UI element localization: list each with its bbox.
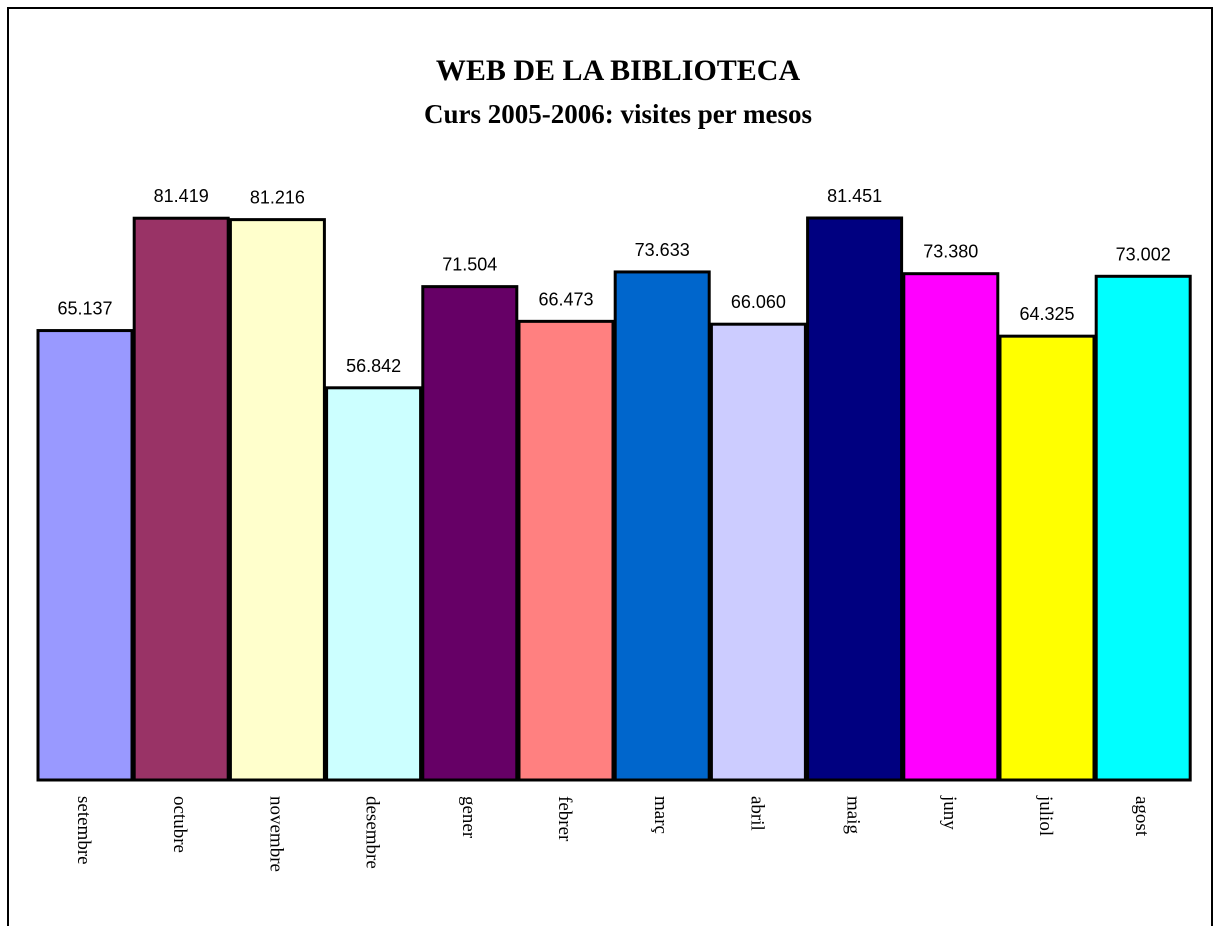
bar <box>998 334 1096 782</box>
x-tick-label: juliol <box>1035 795 1056 836</box>
bar <box>902 272 1000 782</box>
value-label: 81.451 <box>827 186 882 206</box>
chart-subtitle: Curs 2005-2006: visites per mesos <box>424 99 812 129</box>
x-tick-label: novembre <box>265 796 286 872</box>
x-tick-label: octubre <box>169 796 190 853</box>
value-label: 73.633 <box>635 240 690 260</box>
bar <box>613 270 711 782</box>
bar <box>325 386 423 782</box>
bar <box>806 216 904 782</box>
value-label: 81.419 <box>154 186 209 206</box>
x-tick-label: setembre <box>73 796 94 865</box>
x-tick-label: juny <box>939 795 960 830</box>
x-tick-label: abril <box>746 796 767 831</box>
value-label: 56.842 <box>346 356 401 376</box>
value-label: 66.473 <box>538 289 593 309</box>
x-tick-label: febrer <box>554 796 575 842</box>
x-tick-label: gener <box>458 796 479 839</box>
bar <box>36 329 134 782</box>
bar <box>132 216 230 782</box>
value-label: 81.216 <box>250 188 305 208</box>
x-tick-label: agost <box>1131 796 1152 837</box>
value-label: 71.504 <box>442 255 497 275</box>
chart-title: WEB DE LA BIBLIOTECA <box>436 54 801 87</box>
bar <box>517 319 615 782</box>
value-label: 66.060 <box>731 292 786 312</box>
bar <box>709 322 807 782</box>
x-tick-label: març <box>650 796 671 834</box>
value-label: 73.002 <box>1116 244 1171 264</box>
x-tick-label: maig <box>843 796 864 834</box>
frame <box>7 7 1213 926</box>
value-label: 64.325 <box>1019 304 1074 324</box>
value-label: 65.137 <box>57 299 112 319</box>
x-tick-label: desembre <box>362 796 383 869</box>
bar <box>228 218 326 782</box>
value-label: 73.380 <box>923 242 978 262</box>
bar <box>1094 274 1192 782</box>
bar <box>421 285 519 782</box>
